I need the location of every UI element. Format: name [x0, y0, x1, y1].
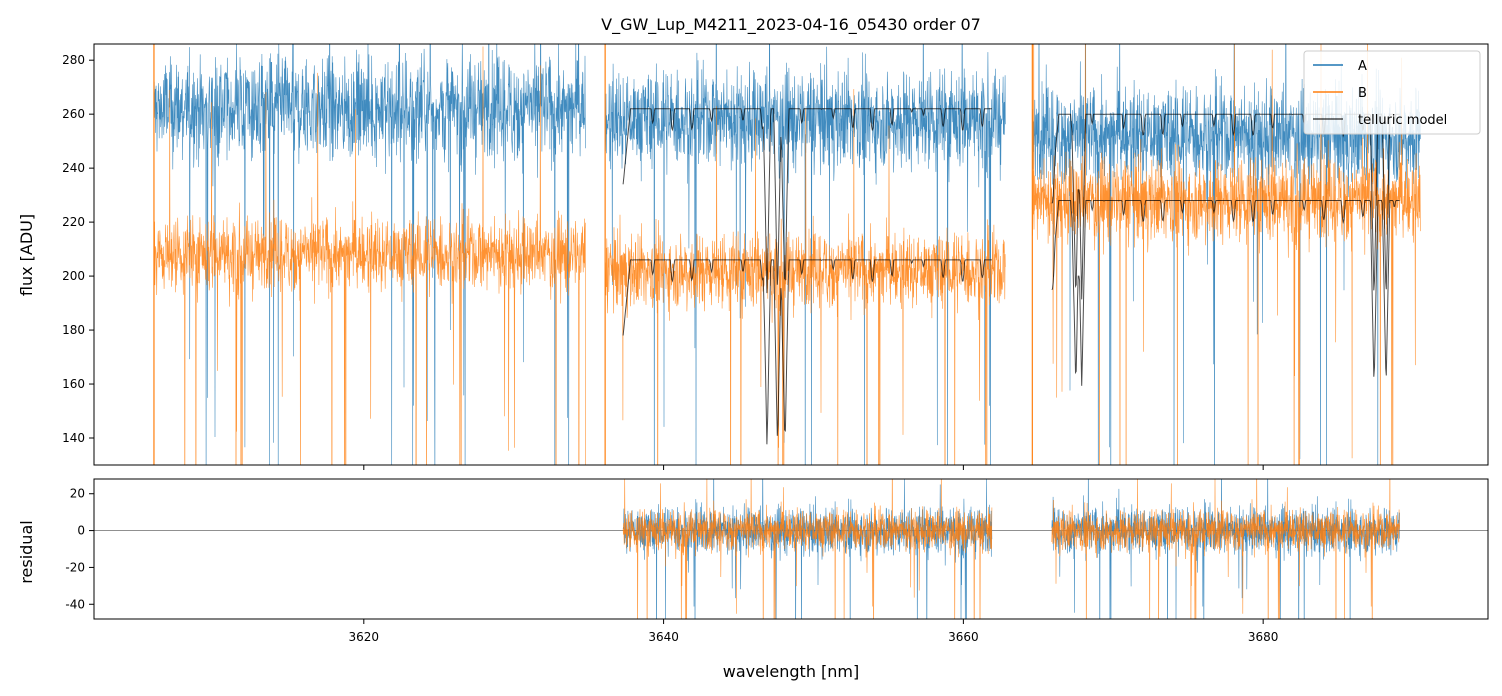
x-tick-label: 3660 [948, 630, 979, 644]
series-a-line-p1-s1 [1051, 479, 1400, 619]
legend-label-a: A [1358, 59, 1367, 74]
y-tick-label: 200 [62, 269, 85, 283]
y-tick-label: 140 [62, 431, 85, 445]
residual-y-label: residual [17, 520, 36, 583]
residual-plot-area [94, 479, 1488, 619]
telluric-model-line-p0-s0 [622, 108, 992, 294]
legend: A B telluric model [1303, 50, 1481, 135]
legend-label-telluric: telluric model [1358, 113, 1447, 128]
flux-y-label: flux [ADU] [17, 214, 36, 296]
flux-panel: 140 160 180 200 220 240 260 280 flux [ADU] A B … [17, 43, 1489, 470]
flux-x-ticks [363, 465, 1264, 470]
series-b-line-p0-s1 [604, 89, 1006, 465]
series-a-line-p0-s2 [1032, 44, 1421, 465]
residual-panel: -40 -20 0 20 3620 3640 3660 3680 residual wave… [17, 478, 1489, 681]
x-tick-label: 3620 [349, 630, 380, 644]
y-tick-label: 280 [62, 53, 85, 67]
y-tick-label: 260 [62, 107, 85, 121]
legend-box [1303, 50, 1481, 135]
y-tick-label: 180 [62, 323, 85, 337]
residual-y-ticks: -40 -20 0 20 [65, 487, 94, 611]
series-b-line-p1-s1 [1051, 479, 1400, 619]
y-tick-label: -40 [65, 597, 85, 611]
series-b-line-p0-s0 [153, 46, 586, 465]
x-tick-label: 3640 [648, 630, 679, 644]
y-tick-label: 0 [77, 524, 85, 538]
chart-title: V_GW_Lup_M4211_2023-04-16_05430 order 07 [601, 15, 981, 35]
legend-label-b: B [1358, 86, 1367, 101]
y-tick-label: 160 [62, 377, 85, 391]
y-tick-label: 20 [70, 487, 85, 501]
residual-plot-frame [93, 478, 1489, 620]
y-tick-label: 220 [62, 215, 85, 229]
series-a-line-p0-s0 [153, 44, 586, 465]
flux-plot-frame [93, 43, 1489, 466]
telluric-model-line-p0-s1 [1051, 200, 1400, 386]
telluric-model-line-p0-s0 [622, 259, 992, 445]
y-tick-label: -20 [65, 560, 85, 574]
x-axis-label: wavelength [nm] [723, 662, 860, 681]
y-tick-label: 240 [62, 161, 85, 175]
series-a-line-p0-s1 [604, 44, 1006, 465]
series-b-line-p1-s0 [622, 479, 993, 619]
flux-plot-area [153, 44, 1421, 465]
x-tick-label: 3680 [1248, 630, 1279, 644]
series-a-line-p1-s0 [622, 479, 993, 619]
flux-y-ticks: 140 160 180 200 220 240 260 280 [62, 53, 94, 445]
residual-x-ticks: 3620 3640 3660 3680 [349, 619, 1279, 644]
